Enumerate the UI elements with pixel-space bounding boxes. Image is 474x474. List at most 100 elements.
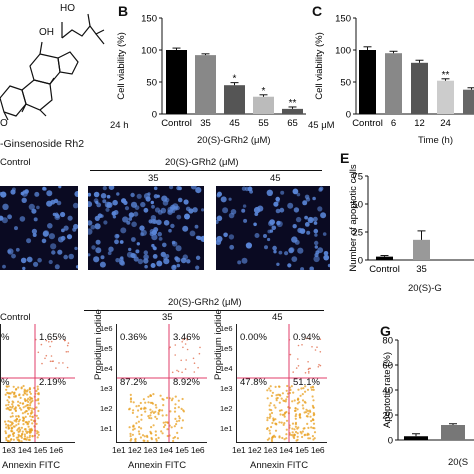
event-dot — [181, 397, 184, 401]
nucleus — [56, 200, 62, 206]
xtick: 1e6 — [310, 445, 325, 455]
event-dot — [294, 407, 297, 410]
event-dot — [308, 437, 312, 440]
event-dot — [12, 425, 15, 428]
event-dot — [184, 368, 187, 370]
event-dot — [268, 404, 271, 407]
event-dot — [31, 407, 34, 410]
event-dot — [11, 403, 14, 406]
event-dot — [301, 399, 305, 402]
event-dot — [132, 409, 135, 412]
nucleus — [244, 186, 250, 192]
event-dot — [277, 393, 280, 396]
event-dot — [148, 416, 151, 420]
event-dot — [143, 406, 146, 409]
event-dot — [29, 412, 33, 415]
event-dot — [266, 438, 269, 441]
event-dot — [295, 413, 298, 416]
nucleus — [100, 193, 107, 199]
event-dot — [173, 436, 177, 439]
event-dot — [13, 393, 16, 396]
event-dot — [274, 429, 278, 432]
event-dot — [164, 421, 167, 424]
nucleus — [216, 235, 223, 243]
nucleus — [103, 220, 108, 225]
event-dot — [311, 435, 314, 438]
event-dot — [312, 406, 315, 409]
event-dot — [282, 423, 285, 426]
y-tick-label: 50 — [146, 77, 157, 88]
nucleus — [318, 187, 323, 192]
event-dot — [280, 421, 283, 424]
event-dot — [131, 411, 134, 414]
y-tick-label: 60 — [382, 360, 393, 371]
nucleus — [143, 250, 148, 255]
xtick: 1e1 — [112, 445, 126, 455]
event-dot — [150, 426, 153, 429]
event-dot — [55, 337, 58, 340]
nucleus — [31, 208, 37, 214]
event-dot — [150, 438, 153, 441]
xtick: 1e1 — [232, 445, 246, 455]
event-dot — [186, 348, 189, 351]
event-dot — [308, 370, 310, 373]
nucleus — [163, 220, 170, 226]
panel-d-dose-35: 35 — [148, 173, 159, 184]
event-dot — [157, 413, 160, 416]
event-dot — [292, 435, 295, 438]
event-dot — [135, 405, 138, 408]
panel-d-control-label: Control — [0, 157, 31, 168]
event-dot — [266, 389, 269, 392]
bar-48 — [463, 89, 474, 114]
nucleus — [157, 210, 163, 215]
event-dot — [308, 409, 311, 412]
nucleus — [291, 256, 298, 262]
event-dot — [5, 407, 8, 410]
o-label: O — [0, 118, 8, 129]
event-dot — [296, 408, 299, 411]
event-dot — [128, 426, 131, 429]
nucleus — [309, 266, 314, 270]
event-dot — [182, 409, 185, 412]
nucleus — [7, 214, 12, 220]
nucleus — [88, 228, 93, 235]
event-dot — [269, 385, 272, 388]
y-axis-label: Cell viability (%) — [116, 32, 127, 100]
nucleus — [48, 233, 56, 240]
event-dot — [37, 351, 40, 354]
event-dot — [27, 420, 31, 423]
nucleus — [136, 193, 142, 199]
nucleus — [183, 199, 189, 205]
event-dot — [5, 388, 8, 391]
event-dot — [133, 427, 136, 430]
event-dot — [297, 388, 300, 391]
event-dot — [174, 407, 177, 410]
event-dot — [304, 433, 307, 436]
event-dot — [293, 428, 296, 431]
event-dot — [310, 388, 313, 391]
facs-35-lr: 8.92% — [173, 377, 200, 388]
nucleus — [176, 186, 181, 191]
event-dot — [297, 344, 300, 347]
event-dot — [304, 372, 307, 374]
nucleus — [48, 259, 53, 265]
event-dot — [185, 359, 187, 361]
y-tick-label: 100 — [335, 45, 351, 56]
event-dot — [269, 389, 272, 392]
nucleus — [100, 214, 104, 218]
event-dot — [162, 404, 165, 407]
nucleus — [94, 223, 101, 230]
event-dot — [269, 432, 272, 435]
nucleus — [167, 209, 173, 215]
event-dot — [292, 391, 295, 394]
event-dot — [17, 422, 20, 426]
nucleus — [163, 256, 168, 261]
event-dot — [314, 349, 317, 351]
nucleus — [150, 263, 156, 268]
event-dot — [138, 426, 141, 429]
event-dot — [27, 400, 30, 403]
event-dot — [165, 414, 168, 417]
nucleus — [294, 239, 300, 245]
event-dot — [312, 422, 316, 425]
